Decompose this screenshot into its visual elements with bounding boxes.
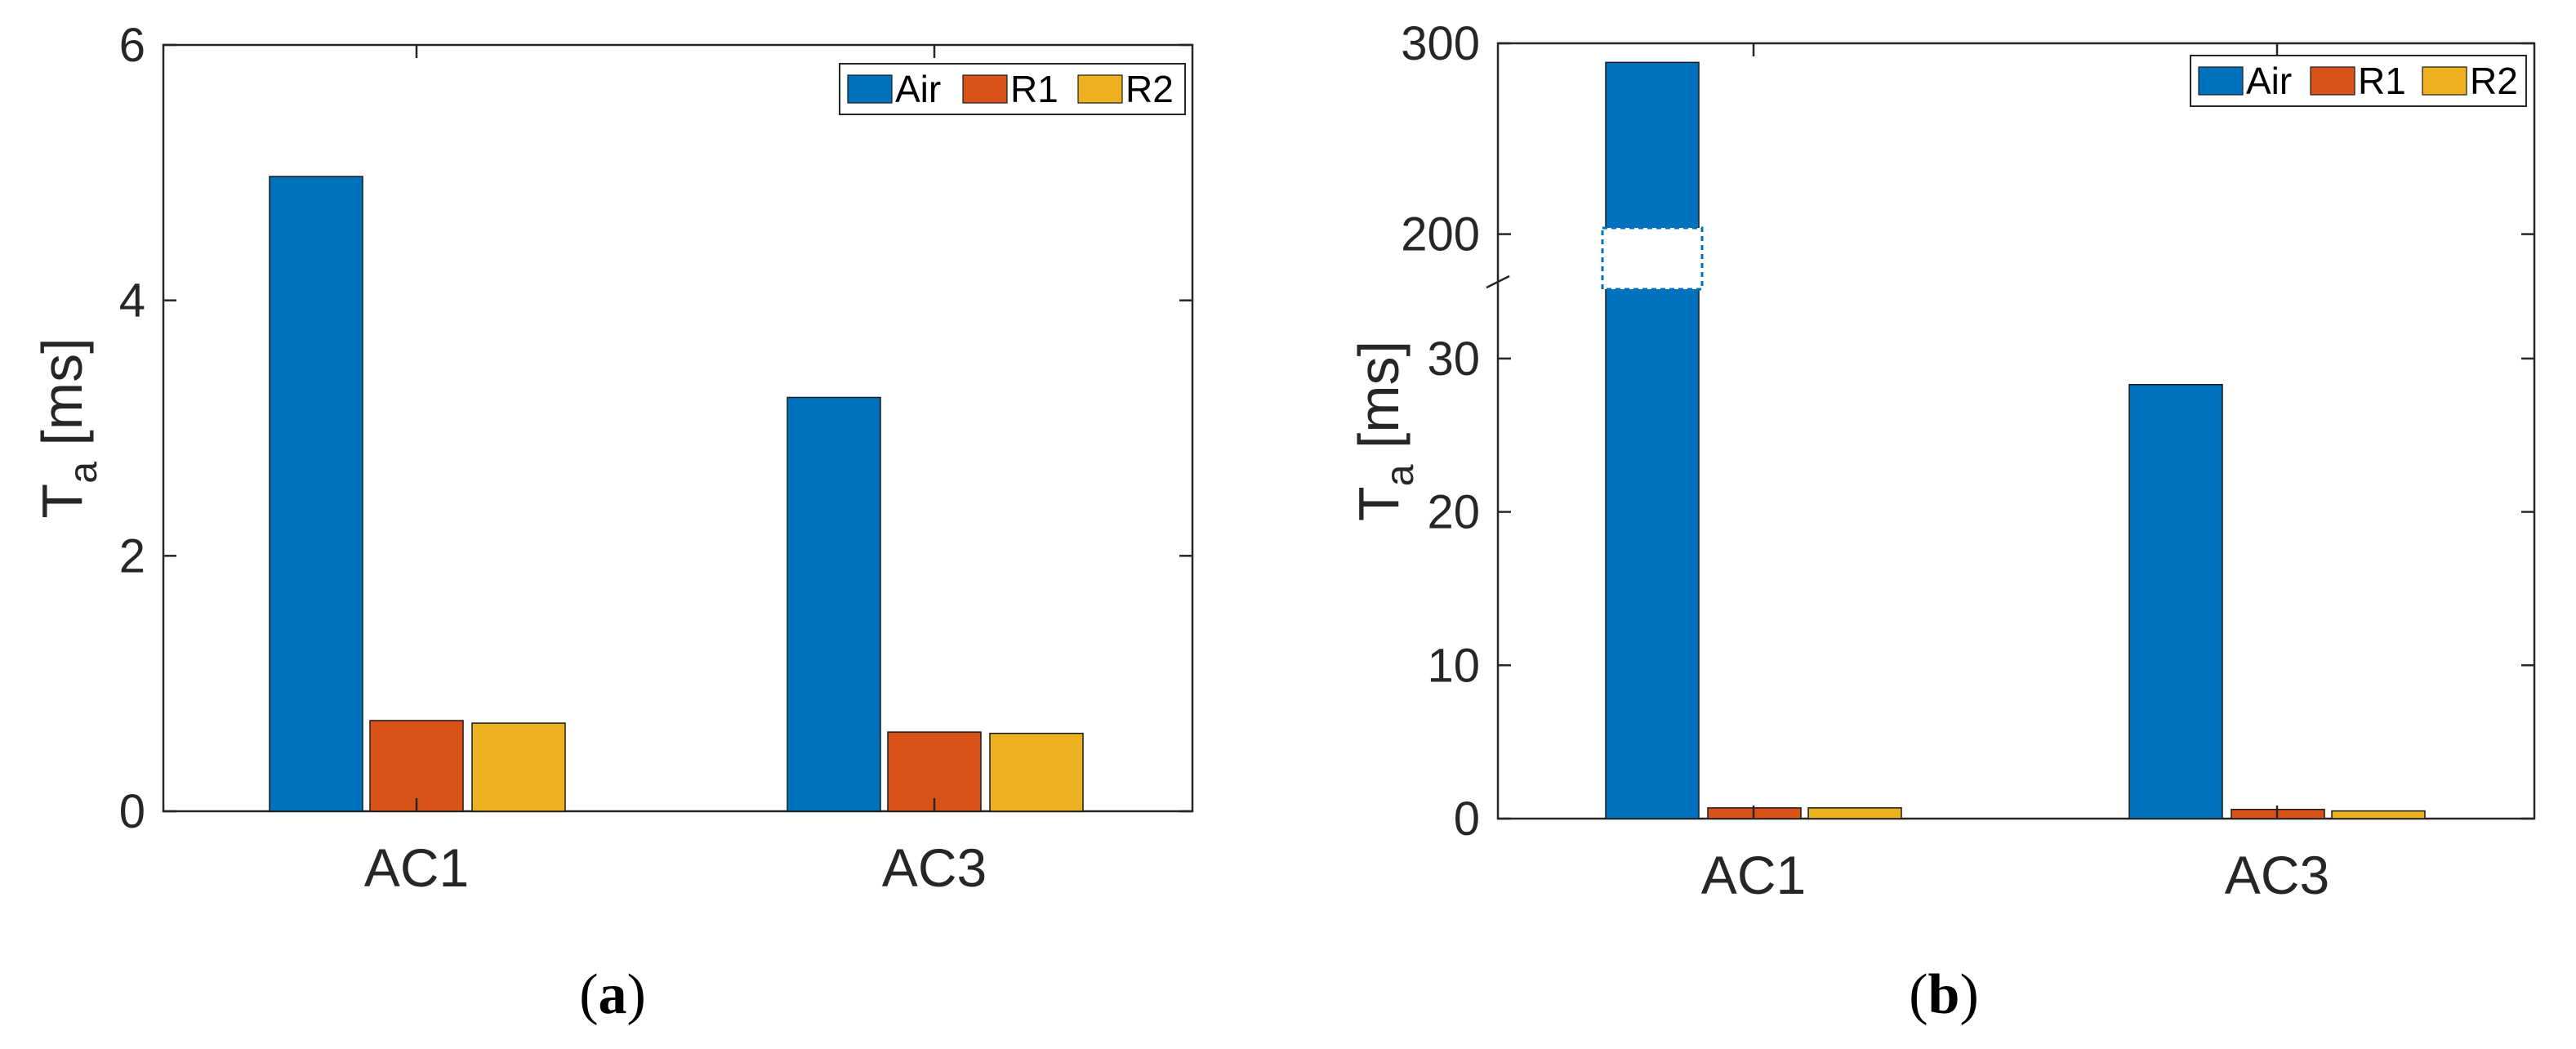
bar-r1-ac3: [887, 731, 982, 812]
y-axis-label: Ta [ms]: [1347, 341, 1422, 521]
y-tick-label: 30: [1427, 333, 1480, 386]
legend-label-r1: R1: [2358, 60, 2406, 102]
legend-label-air: Air: [2246, 60, 2292, 102]
y-axis-label-main: T: [1347, 486, 1411, 521]
y-tick-label: 2: [119, 529, 145, 583]
legend: Air R1 R2: [2190, 55, 2527, 107]
x-tick-label: AC1: [364, 837, 469, 898]
y-tick-label: 0: [1454, 792, 1480, 846]
legend-swatch-r2: [2422, 66, 2467, 96]
bar-air-ac1: [1605, 61, 1700, 819]
axis-break-marker: [1601, 226, 1704, 291]
y-axis-label-main: T: [30, 484, 94, 519]
chart-panel-b: 0 10 20 30 200 300 AC1 AC3 Ta [ms] Air R1 R2 (b): [1347, 17, 2536, 1026]
x-tick-label: AC3: [882, 837, 987, 898]
legend-swatch-air: [847, 74, 893, 104]
y-tick-label: 10: [1427, 639, 1480, 692]
y-axis-label-subscript: a: [1379, 464, 1422, 486]
legend-label-air: Air: [895, 68, 941, 110]
y-tick-label: 0: [119, 785, 145, 838]
panel-label: (a): [579, 963, 646, 1026]
panel-label-letter: b: [1928, 963, 1960, 1026]
x-tick-label: AC1: [1701, 845, 1806, 905]
legend-box: [2190, 55, 2527, 107]
bar-r2-ac1: [471, 722, 566, 812]
axis-break-tick: [1486, 275, 1510, 289]
legend-box: [839, 63, 1186, 115]
y-tick-label: 20: [1427, 486, 1480, 539]
panel-label-letter: a: [599, 963, 627, 1026]
bar-air-ac1: [269, 176, 363, 812]
y-axis-label-subscript: a: [62, 462, 105, 484]
y-axis-label: Ta [ms]: [30, 337, 105, 518]
legend-label-r2: R2: [1125, 68, 1174, 110]
legend: Air R1 R2: [839, 63, 1186, 115]
bar-air-ac3: [2128, 384, 2223, 819]
y-tick-label: 6: [119, 19, 145, 72]
panel-label-close: ): [1959, 963, 1978, 1026]
panel-label: (b): [1909, 963, 1979, 1026]
legend-swatch-r2: [1077, 74, 1123, 104]
y-tick-label: 300: [1401, 17, 1480, 70]
legend-swatch-r1: [2310, 66, 2355, 96]
legend-label-r1: R1: [1010, 68, 1058, 110]
bar-air-ac3: [787, 396, 881, 812]
x-tick-label: AC3: [2225, 845, 2329, 905]
y-tick-label: 200: [1401, 208, 1480, 261]
legend-swatch-r1: [962, 74, 1008, 104]
bar-r2-ac1: [1807, 807, 1902, 819]
panel-label-close: ): [627, 963, 646, 1026]
y-axis-label-unit: [ms]: [30, 337, 94, 462]
bar-r2-ac3: [2331, 810, 2426, 819]
bar-r1-ac1: [369, 720, 464, 812]
y-axis-label-unit: [ms]: [1347, 341, 1411, 465]
panel-label-open: (: [579, 963, 598, 1026]
y-tick-label: 4: [119, 275, 145, 328]
legend-swatch-air: [2198, 66, 2244, 96]
legend-label-r2: R2: [2470, 60, 2518, 102]
bar-r2-ac3: [989, 732, 1084, 812]
panel-label-open: (: [1909, 963, 1928, 1026]
